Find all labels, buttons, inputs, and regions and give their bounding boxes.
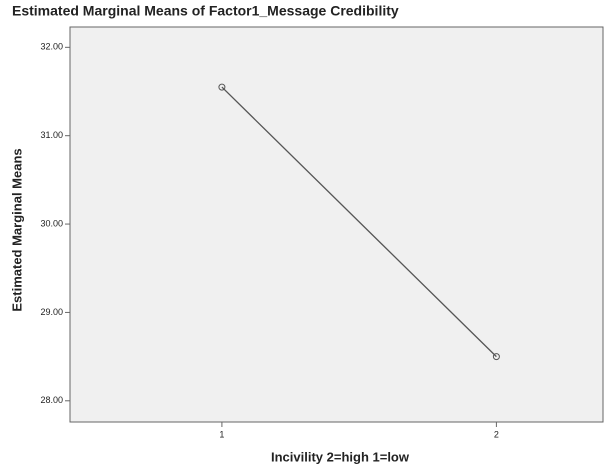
y-tick-label: 31.00 (40, 130, 63, 140)
y-tick-label: 28.00 (40, 395, 63, 405)
x-axis-title: Incivility 2=high 1=low (271, 449, 410, 464)
series-line (221, 86, 497, 358)
y-tick-label: 30.00 (40, 218, 63, 228)
x-tick-label: 2 (494, 429, 499, 439)
point-marker (218, 83, 226, 91)
y-tick-label: 32.00 (40, 42, 63, 52)
chart-title: Estimated Marginal Means of Factor1_Mess… (12, 3, 399, 19)
point-marker (492, 353, 500, 361)
y-axis-title: Estimated Marginal Means (9, 148, 24, 311)
plot-area (69, 26, 604, 423)
x-tick-label: 1 (219, 429, 224, 439)
y-tick-label: 29.00 (40, 307, 63, 317)
